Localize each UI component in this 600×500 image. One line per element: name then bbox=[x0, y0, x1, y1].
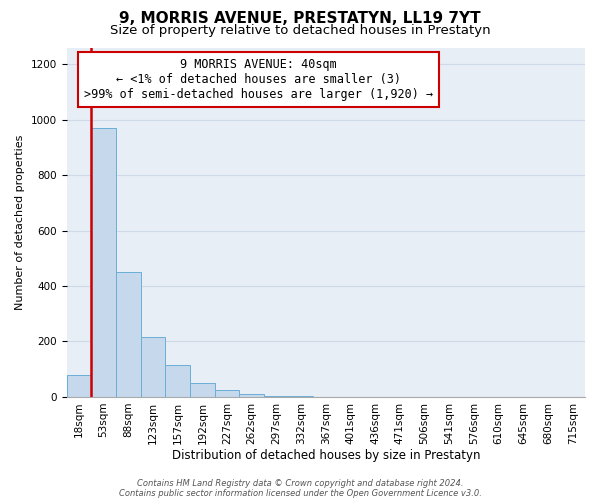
Text: 9 MORRIS AVENUE: 40sqm
← <1% of detached houses are smaller (3)
>99% of semi-det: 9 MORRIS AVENUE: 40sqm ← <1% of detached… bbox=[84, 58, 433, 101]
Bar bbox=[190, 383, 215, 397]
Y-axis label: Number of detached properties: Number of detached properties bbox=[15, 134, 25, 310]
Text: 9, MORRIS AVENUE, PRESTATYN, LL19 7YT: 9, MORRIS AVENUE, PRESTATYN, LL19 7YT bbox=[119, 11, 481, 26]
Text: Size of property relative to detached houses in Prestatyn: Size of property relative to detached ho… bbox=[110, 24, 490, 37]
Bar bbox=[239, 394, 264, 397]
Bar bbox=[289, 396, 313, 397]
X-axis label: Distribution of detached houses by size in Prestatyn: Distribution of detached houses by size … bbox=[172, 450, 480, 462]
Bar bbox=[67, 375, 91, 397]
Text: Contains HM Land Registry data © Crown copyright and database right 2024.
Contai: Contains HM Land Registry data © Crown c… bbox=[119, 478, 481, 498]
Bar bbox=[140, 338, 165, 397]
Bar bbox=[165, 365, 190, 397]
Bar bbox=[116, 272, 140, 397]
Bar bbox=[215, 390, 239, 397]
Bar bbox=[91, 128, 116, 397]
Bar bbox=[264, 396, 289, 397]
